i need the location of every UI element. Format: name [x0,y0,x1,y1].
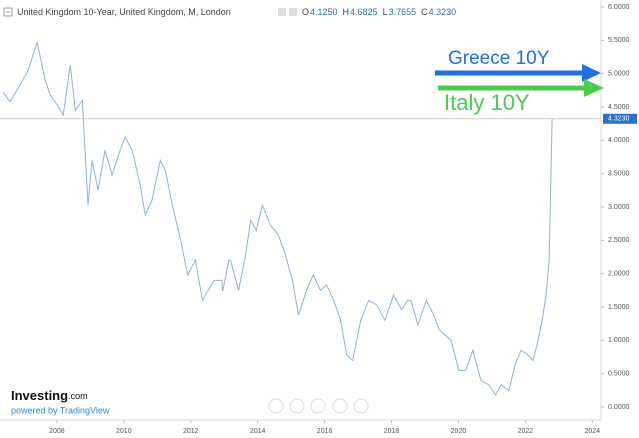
y-tick-label: 0.5000 [608,371,630,378]
y-tick-label: 4.5000 [608,104,630,111]
annotation: Greece 10Y [448,48,550,69]
settings-icon[interactable] [278,8,286,16]
price-label: 4.3230 [608,116,630,123]
x-tick-label: 2012 [183,428,199,435]
scroll-right[interactable] [353,398,369,414]
y-tick-label: 1.0000 [608,337,630,344]
y-tick-label: 5.5000 [608,37,630,44]
y-tick-label: 3.5000 [608,171,630,178]
logo-text: Investing [11,388,68,403]
y-tick-label: 5.0000 [608,71,630,78]
ohlc-key: C [421,7,428,17]
y-tick-label: 3.0000 [608,204,630,211]
scroll-left[interactable] [268,398,284,414]
y-tick-label: 4.0000 [608,137,630,144]
y-tick-label: 6.0000 [608,4,630,11]
nav-buttons [268,398,369,414]
ohlc-value: 3.7655 [389,7,417,17]
logo-suffix: .com [68,391,88,401]
x-tick-label: 2010 [116,428,132,435]
reset[interactable] [310,398,326,414]
price-label-box [603,113,637,124]
arrow-head [582,64,601,82]
ohlc-value: 4.3230 [429,7,457,17]
y-tick-label: 0.0000 [608,404,630,411]
annotation: Italy 10Y [444,90,530,115]
ohlc-key: O [302,7,309,17]
x-tick-label: 2014 [250,428,266,435]
ohlc: O 4.1250 H 4.6825 L 3.7655 C 4.3230 [302,7,456,17]
plot [0,40,601,396]
x-tick-label: 2024 [585,428,601,435]
zoom-out[interactable] [289,398,305,414]
x-tick-label: 2016 [317,428,333,435]
close-icon[interactable] [289,8,297,16]
logo: Investing.com [11,388,88,403]
ohlc-value: 4.6825 [350,7,378,17]
y-tick-label: 2.5000 [608,237,630,244]
y-tick-label: 2.0000 [608,271,630,278]
x-tick-label: 2008 [49,428,65,435]
legend-title: United Kingdom 10-Year, United Kingdom, … [17,7,231,17]
ohlc-key: L [383,7,388,17]
x-tick-label: 2018 [384,428,400,435]
zoom-in[interactable] [332,398,348,414]
ohlc-key: H [343,7,350,17]
ohlc-value: 4.1250 [310,7,338,17]
line [2,40,553,396]
x-tick-label: 2022 [518,428,534,435]
x-tick-label: 2020 [451,428,467,435]
y-tick-label: 1.5000 [608,304,630,311]
arrow-head [584,79,604,97]
powered-by: powered by TradingView [11,405,110,415]
collapse-icon[interactable] [3,7,13,17]
